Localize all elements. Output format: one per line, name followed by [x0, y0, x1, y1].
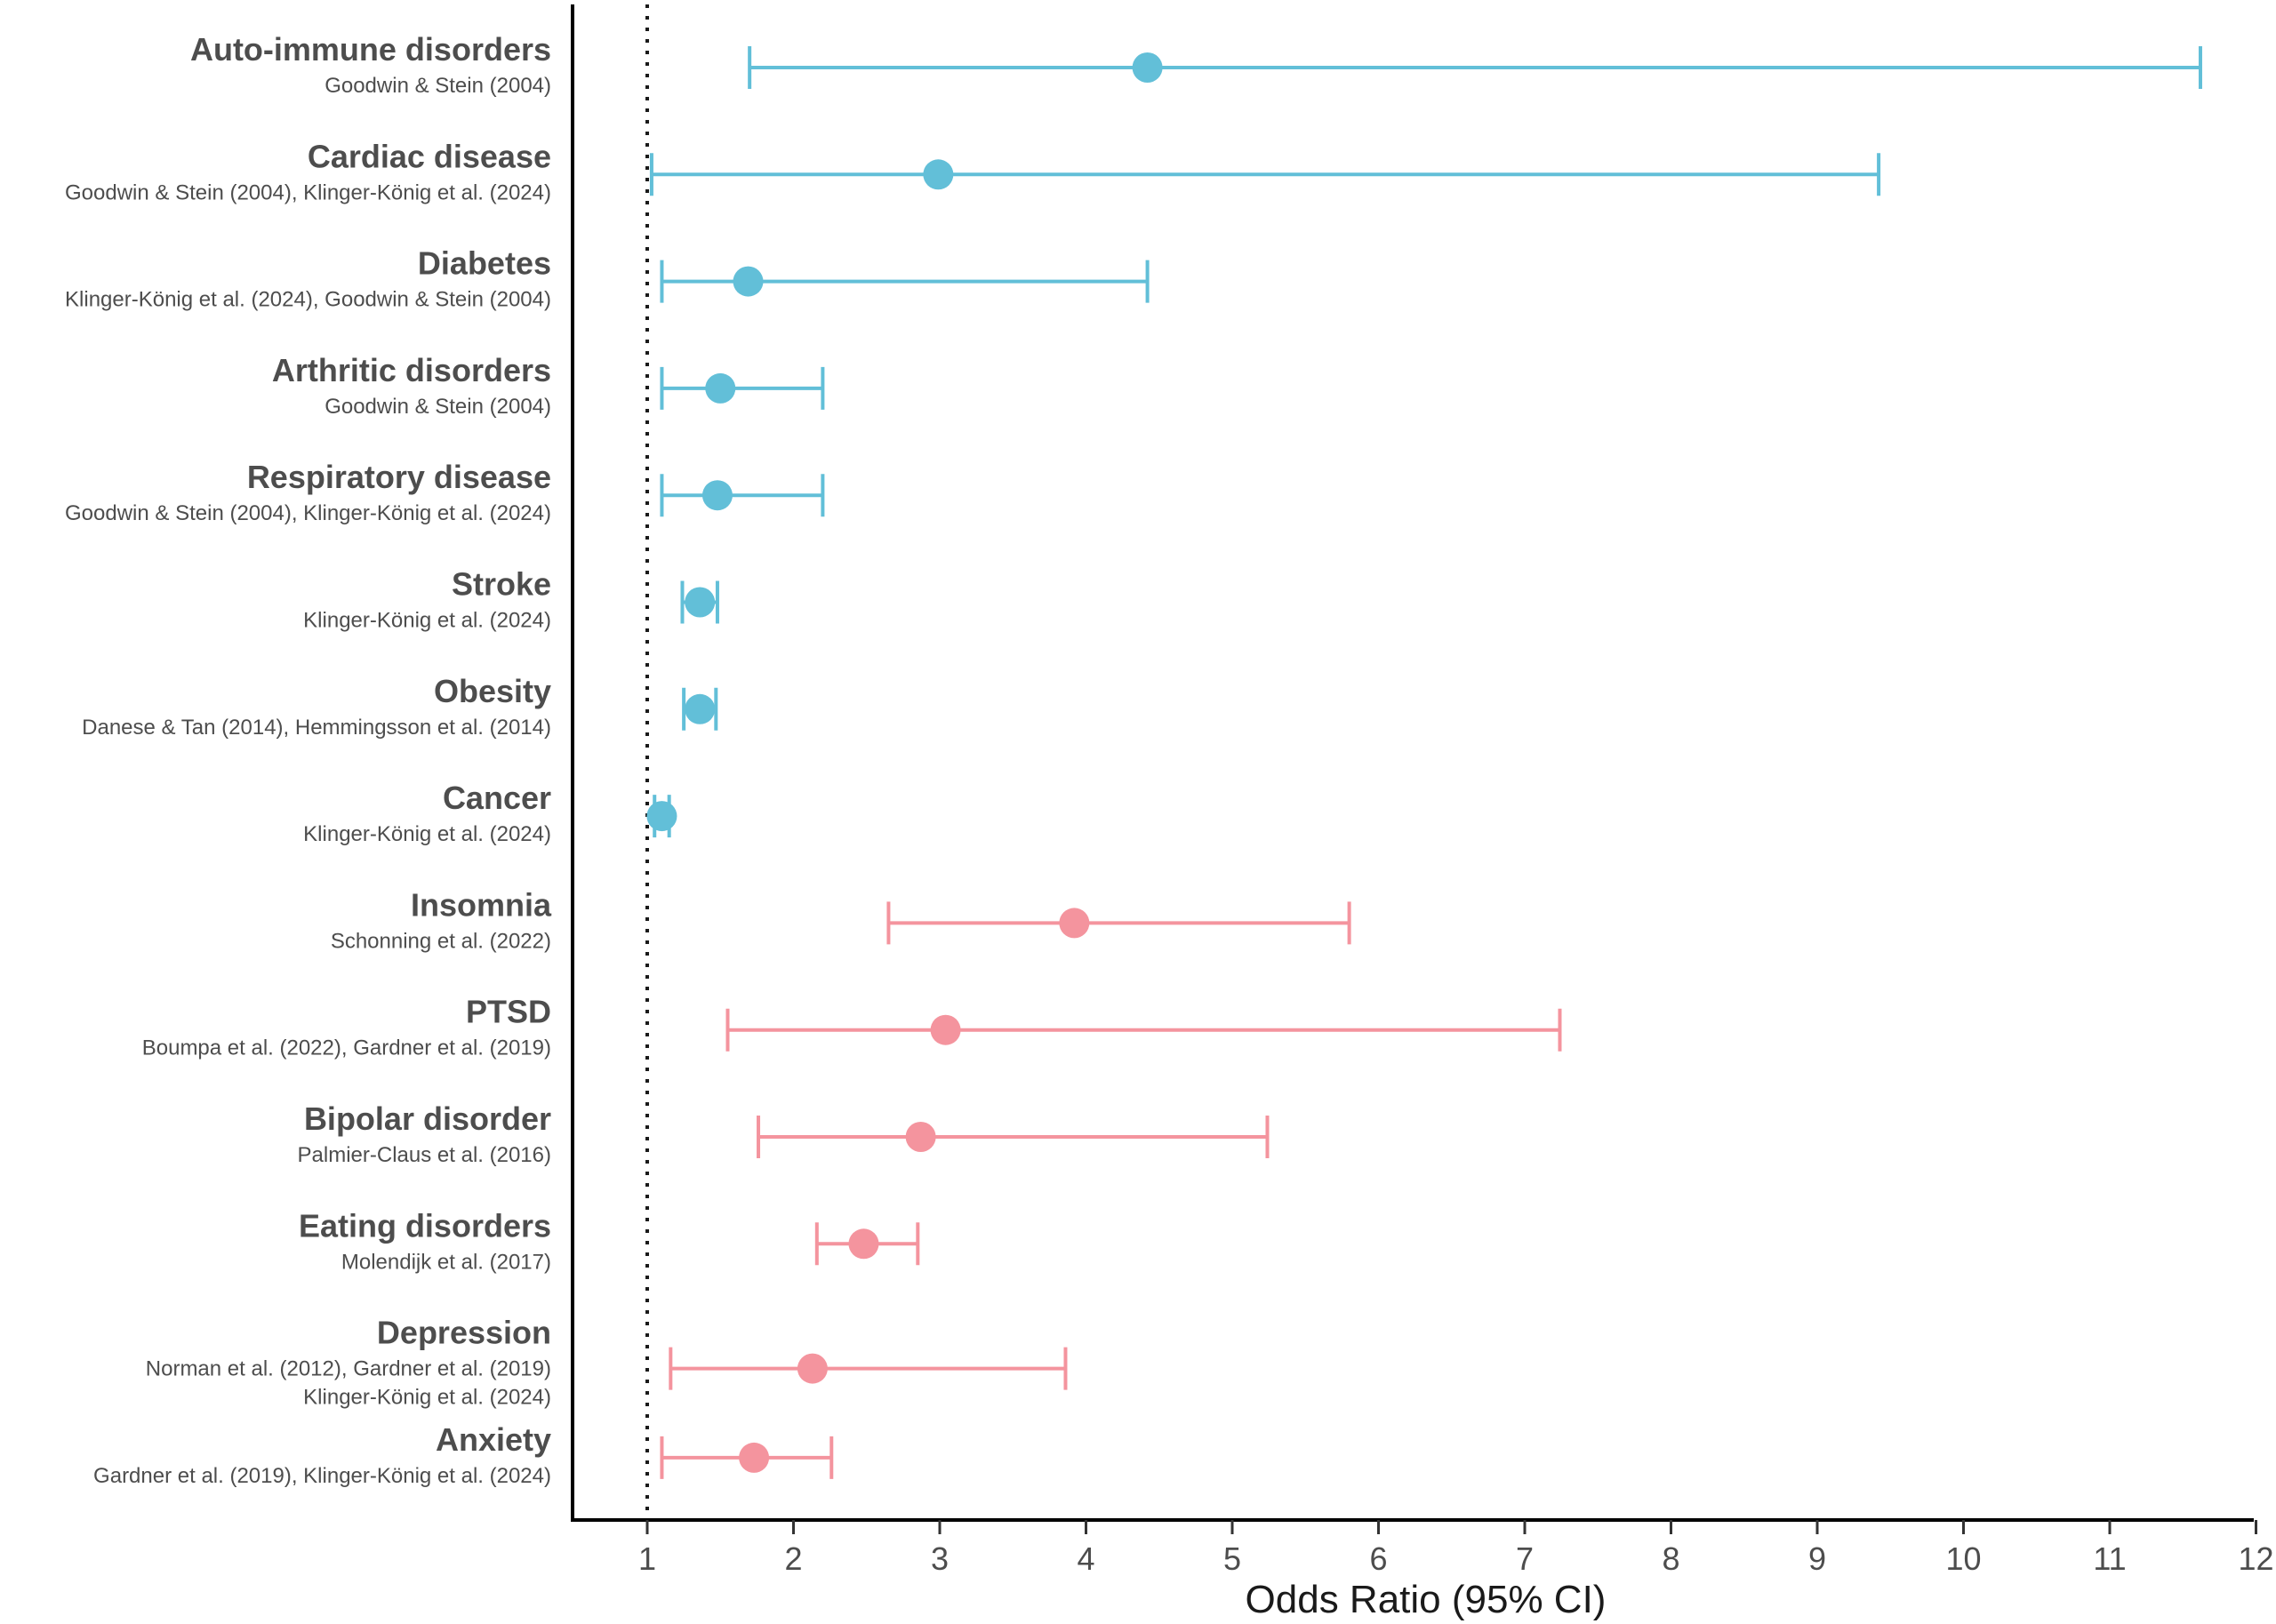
row-studies-cancer: Klinger-König et al. (2024) — [303, 822, 551, 846]
row-studies-cardiac-disease: Goodwin & Stein (2004), Klinger-König et… — [65, 180, 551, 204]
row-label-ptsd: PTSD — [466, 994, 551, 1030]
row-studies-diabetes: Klinger-König et al. (2024), Goodwin & S… — [65, 288, 551, 312]
row-studies-eating-disorders: Molendijk et al. (2017) — [341, 1250, 551, 1274]
x-axis-title: Odds Ratio (95% CI) — [1246, 1578, 1607, 1621]
point-estimate-cardiac-disease — [923, 159, 954, 190]
row-label-obesity: Obesity — [434, 673, 551, 709]
point-estimate-respiratory-disease — [701, 480, 733, 511]
estimate-eating-disorders — [814, 1222, 920, 1266]
x-tick-label-6: 6 — [1369, 1540, 1387, 1577]
row-studies-depression: Norman et al. (2012), Gardner et al. (20… — [146, 1357, 551, 1381]
estimate-bipolar-disorder — [757, 1116, 1270, 1158]
estimate-stroke — [680, 580, 719, 624]
estimate-depression — [669, 1347, 1068, 1390]
x-tick-label-8: 8 — [1662, 1540, 1679, 1577]
estimate-obesity — [682, 687, 718, 731]
row-label-diabetes: Diabetes — [418, 245, 551, 282]
point-estimate-depression — [797, 1353, 828, 1384]
row-label-stroke: Stroke — [452, 566, 551, 603]
estimate-arthritic-disorders — [660, 366, 825, 410]
row-studies-stroke: Klinger-König et al. (2024) — [303, 609, 551, 633]
row-label-auto-immune-disorders: Auto-immune disorders — [190, 31, 551, 68]
row-studies-respiratory-disease: Goodwin & Stein (2004), Klinger-König et… — [65, 501, 551, 525]
point-estimate-diabetes — [733, 266, 764, 297]
row-studies-anxiety: Gardner et al. (2019), Klinger-König et … — [93, 1464, 551, 1488]
row-label-bipolar-disorder: Bipolar disorder — [304, 1100, 551, 1137]
row-studies-depression: Klinger-König et al. (2024) — [303, 1386, 551, 1410]
row-studies-ptsd: Boumpa et al. (2022), Gardner et al. (20… — [142, 1036, 551, 1060]
x-tick-label-10: 10 — [1945, 1540, 1981, 1577]
row-label-insomnia: Insomnia — [411, 886, 552, 923]
row-studies-arthritic-disorders: Goodwin & Stein (2004) — [325, 395, 551, 419]
point-estimate-stroke — [685, 587, 716, 618]
x-tick-label-1: 1 — [638, 1540, 656, 1577]
x-tick-label-5: 5 — [1223, 1540, 1241, 1577]
point-estimate-obesity — [685, 693, 716, 724]
x-tick-label-4: 4 — [1077, 1540, 1094, 1577]
x-tick-label-11: 11 — [2093, 1540, 2126, 1577]
estimate-ptsd — [725, 1008, 1562, 1052]
estimate-anxiety — [660, 1436, 834, 1479]
rows-layer: Auto-immune disorders Goodwin & Stein (20… — [65, 31, 552, 1488]
estimate-auto-immune-disorders — [748, 46, 2202, 89]
row-label-respiratory-disease: Respiratory disease — [247, 459, 551, 495]
x-tick-label-2: 2 — [784, 1540, 802, 1577]
point-estimate-anxiety — [739, 1442, 770, 1473]
row-label-depression: Depression — [377, 1315, 551, 1351]
estimate-insomnia — [886, 901, 1351, 945]
point-estimate-bipolar-disorder — [905, 1122, 936, 1152]
x-tick-label-12: 12 — [2238, 1540, 2273, 1577]
row-studies-obesity: Danese & Tan (2014), Hemmingsson et al. … — [82, 716, 551, 740]
point-estimate-ptsd — [930, 1014, 961, 1045]
x-axis-ticks: 1 2 3 4 5 6 7 8 9 10 11 12 — [638, 1520, 2274, 1577]
point-estimate-arthritic-disorders — [705, 372, 736, 404]
row-label-cancer: Cancer — [443, 780, 551, 816]
estimate-cardiac-disease — [649, 153, 1881, 196]
point-estimate-auto-immune-disorders — [1132, 52, 1163, 83]
point-estimate-cancer — [646, 801, 677, 832]
row-label-cardiac-disease: Cardiac disease — [308, 138, 551, 174]
row-label-anxiety: Anxiety — [436, 1421, 551, 1458]
marks-layer — [646, 46, 2202, 1479]
estimate-respiratory-disease — [660, 474, 825, 517]
point-estimate-eating-disorders — [848, 1228, 879, 1260]
estimate-cancer — [646, 795, 677, 838]
row-label-arthritic-disorders: Arthritic disorders — [272, 352, 551, 388]
row-studies-bipolar-disorder: Palmier-Claus et al. (2016) — [298, 1143, 551, 1167]
estimate-diabetes — [660, 260, 1150, 303]
row-studies-insomnia: Schonning et al. (2022) — [331, 929, 551, 953]
x-tick-label-9: 9 — [1808, 1540, 1826, 1577]
x-tick-label-3: 3 — [931, 1540, 949, 1577]
row-label-eating-disorders: Eating disorders — [299, 1207, 551, 1244]
point-estimate-insomnia — [1059, 908, 1090, 939]
row-studies-auto-immune-disorders: Goodwin & Stein (2004) — [325, 74, 551, 98]
x-tick-label-7: 7 — [1516, 1540, 1534, 1577]
